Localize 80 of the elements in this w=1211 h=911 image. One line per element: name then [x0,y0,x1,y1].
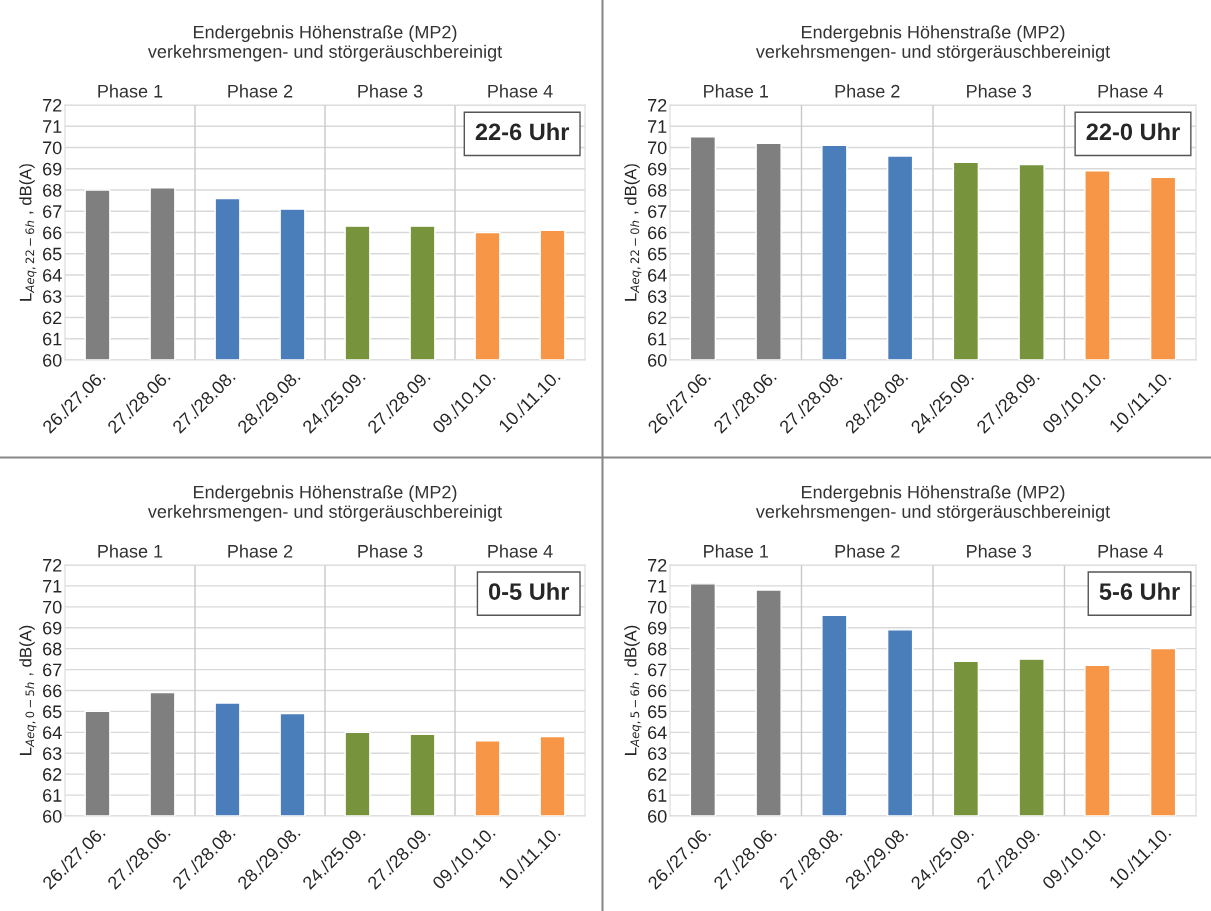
text: Phase 2 [228,544,293,558]
y-tick-label: 65 [43,705,62,719]
y-tick-label: 60 [648,353,667,367]
annotation: 5-6 Uhr [1099,582,1180,600]
chart-title: Endergebnis Höhenstraße (MP2) verkehrsmengen- und störgeräuschbereinigt [147,485,503,522]
y-tick-label: 65 [43,247,62,261]
y-axis-title: L$_{Aeq,22−0h}$ , dB(A) [624,164,642,301]
y-tick-label: 70 [43,600,62,614]
text: Phase 2 [835,84,900,98]
y-tick-label: 71 [648,120,667,133]
chart-title: Endergebnis Höhenstraße (MP2) verkehrsmengen- und störgeräuschbereinigt [147,25,503,62]
y-tick-label: 66 [43,226,62,240]
y-tick-label: 60 [43,809,62,823]
y-tick-label: 63 [43,290,62,303]
y-tick-label: 62 [43,311,62,325]
chart-title: Endergebnis Höhenstraße (MP2) verkehrsmengen- und störgeräuschbereinigt [755,485,1111,522]
y-tick-label: 62 [648,768,667,781]
y-tick-label: 67 [43,663,62,677]
y-tick-label: 63 [648,747,667,760]
y-tick-label: 68 [43,183,62,197]
y-tick-label: 65 [648,247,667,261]
y-tick-label: 72 [43,558,62,572]
text: Phase 4 [488,544,553,558]
y-tick-label: 64 [43,268,62,282]
text: Phase 2 [228,84,293,98]
y-tick-label: 71 [43,120,62,133]
text: Phase 1 [98,544,163,558]
y-tick-label: 71 [648,580,667,593]
y-tick-label: 61 [648,332,667,346]
y-axis-title: L$_{Aeq,22−6h}$ , dB(A) [19,164,37,301]
y-tick-label: 72 [648,558,667,572]
y-tick-label: 69 [43,621,62,635]
y-tick-label: 65 [648,705,667,719]
y-tick-label: 67 [648,205,667,218]
y-tick-label: 62 [648,311,667,325]
y-tick-label: 67 [43,205,62,218]
text: Phase 4 [1098,84,1163,98]
y-tick-label: 69 [648,621,667,635]
y-tick-label: 66 [648,226,667,240]
y-tick-label: 64 [43,726,62,740]
y-tick-label: 64 [648,268,667,282]
y-tick-label: 66 [648,684,667,698]
y-tick-label: 63 [648,290,667,303]
text: Phase 1 [98,84,163,98]
y-tick-label: 60 [43,353,62,367]
y-tick-label: 62 [43,768,62,781]
y-tick-label: 68 [43,642,62,656]
text: Phase 3 [358,544,423,558]
y-tick-label: 68 [648,183,667,197]
y-tick-label: 66 [43,684,62,698]
text: Phase 3 [358,84,423,98]
y-axis-title: L$_{Aeq,0−5h}$ , dB(A) [19,625,37,755]
y-tick-label: 72 [43,98,62,112]
text: Phase 3 [967,84,1032,98]
y-tick-label: 61 [43,332,62,346]
text: Phase 1 [704,544,768,558]
y-tick-label: 69 [648,162,667,176]
text: Phase 1 [704,84,768,98]
y-tick-label: 72 [648,98,667,112]
chart-title: Endergebnis Höhenstraße (MP2) verkehrsmengen- und störgeräuschbereinigt [755,25,1111,62]
y-tick-label: 61 [43,789,62,802]
y-tick-label: 69 [43,162,62,176]
text: Phase 4 [1098,544,1163,558]
y-tick-label: 61 [648,789,667,802]
annotation: 22-6 Uhr [475,122,570,141]
y-tick-label: 67 [648,663,667,677]
text: Phase 3 [967,544,1032,558]
y-tick-label: 71 [43,580,62,593]
y-tick-label: 68 [648,642,667,656]
y-tick-label: 70 [648,600,667,614]
y-tick-label: 70 [648,141,667,155]
y-axis-title: L$_{Aeq,5−6h}$ , dB(A) [624,625,642,755]
annotation: 0-5 Uhr [488,582,570,600]
text: Phase 4 [488,84,553,98]
y-tick-label: 63 [43,747,62,760]
y-tick-label: 60 [648,809,667,823]
annotation: 22-0 Uhr [1086,122,1180,141]
text: Phase 2 [835,544,900,558]
y-tick-label: 70 [43,141,62,155]
y-tick-label: 64 [648,726,667,740]
